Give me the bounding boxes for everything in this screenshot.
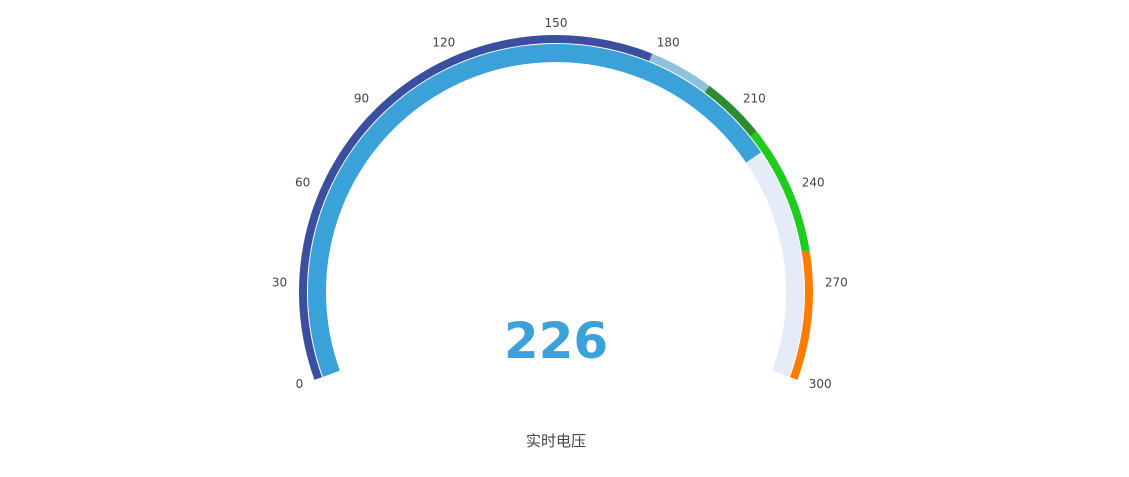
gauge-band-segment-4 — [789, 250, 813, 380]
gauge-band-segment-0 — [299, 35, 653, 380]
gauge-tick-label: 30 — [272, 276, 287, 290]
gauge-tick-label: 210 — [743, 92, 766, 106]
gauge-tick-label: 120 — [432, 36, 455, 50]
gauge-band-layer — [299, 35, 813, 380]
gauge-tick-label: 270 — [825, 276, 848, 290]
gauge-progress-layer — [308, 43, 761, 377]
gauge-band-segment-3 — [750, 131, 810, 252]
gauge-tick-label: 90 — [354, 92, 369, 106]
gauge-tick-label: 60 — [295, 176, 310, 190]
gauge-tick-label: 240 — [802, 176, 825, 190]
gauge-tick-label: 300 — [809, 377, 832, 391]
gauge-title: 实时电压 — [526, 432, 586, 450]
gauge-band-segment-1 — [649, 53, 710, 93]
gauge-tick-label: 0 — [296, 377, 304, 391]
gauge-band-segment-2 — [704, 85, 757, 137]
gauge-tick-labels: 0 30 60 90 120 150 180 210 240 270 300 — [272, 16, 848, 391]
gauge-tick-label: 150 — [545, 16, 568, 30]
gauge-tick-label: 180 — [657, 36, 680, 50]
gauge-progress-arc — [308, 43, 761, 377]
gauge-value: 226 — [504, 312, 608, 370]
